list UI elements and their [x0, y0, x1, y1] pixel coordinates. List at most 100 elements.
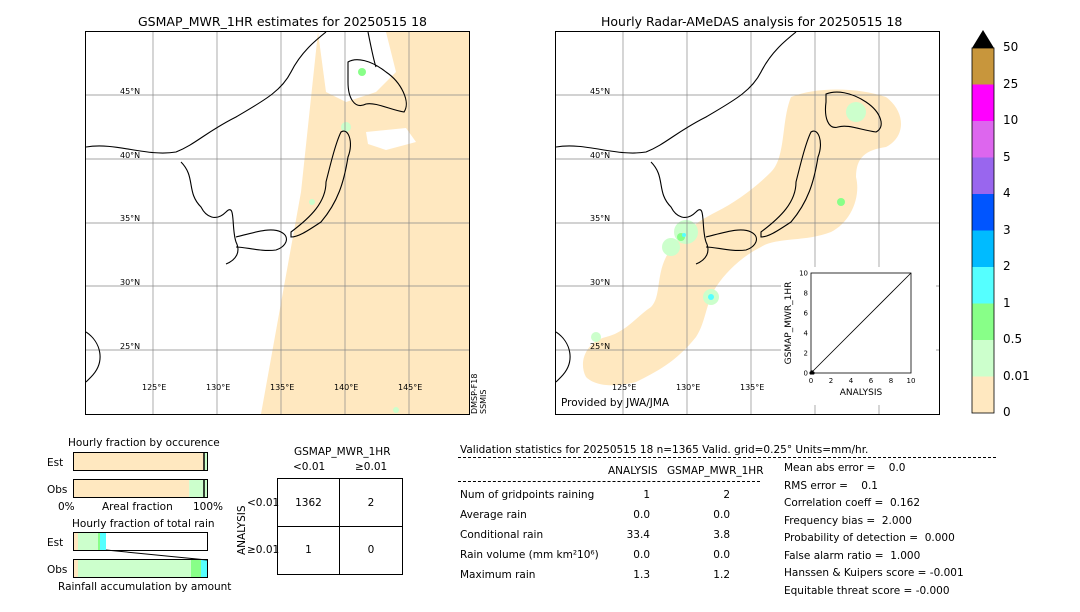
colorbar-segment	[972, 230, 994, 267]
y-tick-label: 10	[799, 270, 808, 278]
occurrence-row-obs: Obs	[47, 484, 68, 496]
scatter-point	[811, 371, 815, 375]
contingency-side-label: ANALYSIS	[236, 505, 248, 555]
lon-label: 125°E	[612, 383, 637, 392]
validation-col-analysis: ANALYSIS	[608, 465, 658, 477]
obs-bar-seg	[201, 560, 207, 577]
colorbar-label: 10	[1003, 113, 1019, 127]
y-tick-label: 2	[804, 350, 808, 358]
occurrence-axis-right: 100%	[193, 501, 224, 513]
validation-row-label: Rain volume (mm km²10⁶)	[460, 549, 599, 561]
colorbar-label: 25	[1003, 76, 1019, 91]
contingency-col-1: ≥0.01	[355, 461, 388, 473]
lat-label: 45°N	[590, 87, 611, 96]
validation-row-label: Average rain	[460, 509, 527, 521]
rain-area	[846, 102, 866, 122]
contingency-col-0: <0.01	[293, 461, 326, 473]
validation-row-label: Num of gridpoints raining	[460, 489, 595, 501]
graticule	[86, 32, 469, 414]
occurrence-title: Hourly fraction by occurence	[68, 437, 220, 449]
scatter-plot: 00 2 2 4 4 6 6 8 8 10 10 ANALYSIS GSMAP_MWR_1HR	[784, 270, 916, 399]
x-tick-label: 10	[907, 377, 916, 385]
colorbar	[971, 30, 995, 414]
left-map-canvas	[86, 32, 469, 414]
lat-label: 45°N	[120, 87, 141, 96]
rain-area	[682, 233, 686, 237]
validation-header: Validation statistics for 20250515 18 n=…	[460, 444, 869, 456]
validation-analysis-value: 33.4	[626, 529, 650, 541]
left-map-title: GSMAP_MWR_1HR estimates for 20250515 18	[138, 14, 427, 29]
occurrence-axis-left: 0%	[58, 501, 75, 513]
grid-line	[278, 526, 402, 527]
score-line: Frequency bias = 2.000	[784, 514, 912, 527]
validation-gsmap-value: 0.0	[713, 549, 730, 561]
total-rain-row-obs: Obs	[47, 564, 68, 576]
lon-label: 140°E	[334, 383, 359, 392]
sensor-label: DMSP-F18 SSMIS	[470, 373, 488, 414]
occurrence-axis-mid: Areal fraction	[102, 501, 173, 513]
validation-gsmap-value: 2	[723, 489, 730, 501]
colorbar-extend-arrow	[972, 30, 994, 48]
obs-bar-seg	[78, 560, 191, 577]
lon-label: 130°E	[206, 383, 231, 392]
occurrence-row-est: Est	[47, 457, 64, 469]
y-tick-label: 6	[804, 310, 809, 318]
lat-label: 35°N	[590, 214, 611, 223]
lat-label: 40°N	[120, 151, 141, 160]
total-rain-title: Hourly fraction of total rain	[72, 518, 215, 530]
contingency-cell: 0	[367, 544, 375, 556]
contingency-cell: 1362	[295, 497, 322, 509]
est-bar-seg	[100, 533, 106, 550]
colorbar-segment	[972, 340, 994, 377]
validation-gsmap-value: 1.2	[713, 569, 730, 581]
rain-area	[662, 238, 680, 256]
y-tick-label: 0	[804, 370, 808, 378]
lat-label: 40°N	[590, 151, 611, 160]
lon-label: 135°E	[740, 383, 765, 392]
x-tick-label: 8	[889, 377, 893, 385]
x-tick-label: 2	[829, 377, 833, 385]
total-rain-row-est: Est	[47, 537, 64, 549]
colorbar-segment	[972, 194, 994, 231]
diagonal-line	[810, 272, 912, 374]
score-line: Equitable threat score = -0.000	[784, 584, 950, 597]
score-line: Mean abs error = 0.0	[784, 462, 906, 474]
coastlines	[86, 32, 407, 383]
y-tick-label: 4	[804, 330, 809, 338]
colorbar-label: 5	[1003, 149, 1011, 164]
header-divider	[458, 457, 996, 458]
lon-label: 125°E	[142, 383, 167, 392]
obs-bar-seg	[191, 560, 201, 577]
est-bar-seg	[98, 533, 100, 550]
lat-label: 30°N	[120, 278, 141, 287]
colorbar-segment	[972, 157, 994, 194]
no-data-area	[318, 32, 396, 102]
score-line: Correlation coeff = 0.162	[784, 497, 920, 509]
colorbar-label: 3	[1003, 222, 1011, 237]
left-map: 45°N 40°N 35°N 30°N 25°N 125°E 130°E 135…	[85, 31, 470, 415]
rain-spot	[309, 199, 315, 205]
validation-analysis-value: 1	[643, 489, 650, 501]
total-rain-footer: Rainfall accumulation by amount	[58, 581, 232, 593]
connector-line	[105, 549, 208, 561]
occurrence-bar-fill	[74, 453, 204, 470]
rain-spot	[341, 122, 351, 132]
scatter-xlabel: ANALYSIS	[840, 388, 883, 398]
x-tick-label: 4	[849, 377, 854, 385]
colorbar-label: 0.01	[1003, 368, 1030, 383]
contingency-row-0: <0.01	[247, 497, 280, 509]
y-tick-label: 8	[804, 290, 808, 298]
lon-label: 135°E	[270, 383, 295, 392]
colorbar-label: 50	[1003, 40, 1019, 54]
rain-area	[674, 220, 698, 244]
radar-coverage	[582, 89, 901, 386]
occurrence-bar-rain	[203, 453, 207, 470]
colorbar-segment	[972, 84, 994, 121]
rain-spot	[358, 68, 366, 76]
scatter-inset: 0 0 2 2 4 4 6 6 8 8 10 10 ANALYSIS GSMAP_MWR_1HR	[781, 267, 936, 405]
validation-analysis-value: 1.3	[633, 569, 650, 581]
contingency-grid: 1362 2 1 0	[277, 478, 403, 575]
rain-spot	[393, 407, 399, 413]
lat-label: 30°N	[590, 278, 611, 287]
contingency-cell: 1	[305, 544, 312, 556]
